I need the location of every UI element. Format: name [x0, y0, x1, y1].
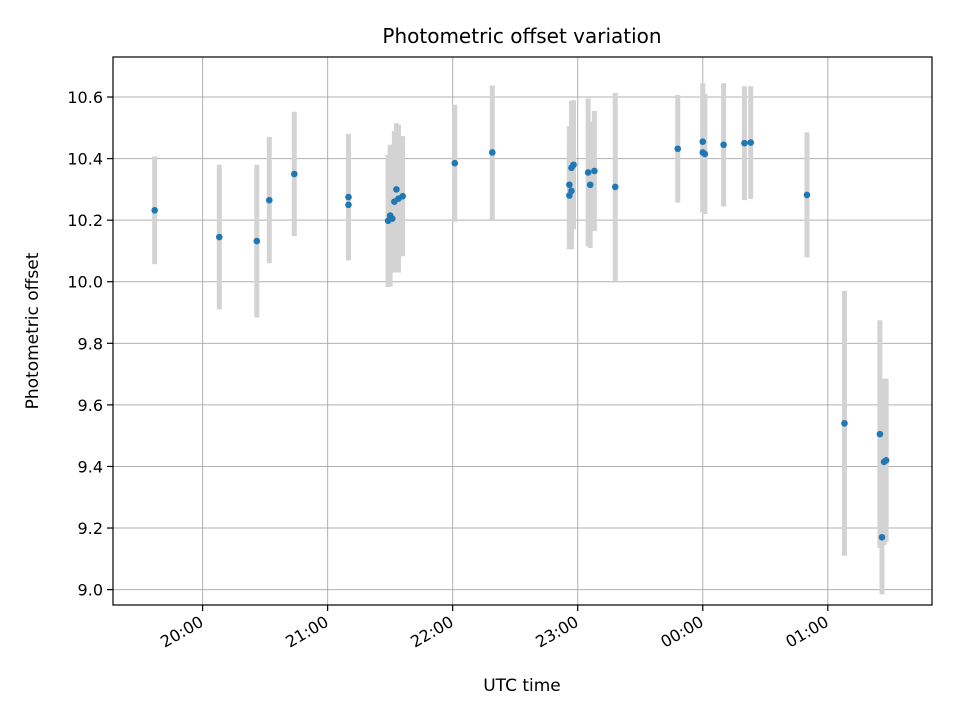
plot-frame — [112, 56, 933, 606]
x-tick-label: 00:00 — [657, 612, 706, 652]
data-point — [291, 170, 298, 178]
data-point — [388, 215, 396, 222]
data-point — [803, 191, 811, 199]
data-point — [747, 139, 754, 146]
y-axis-ticks: 9.0 9.2 9.4 9.6 9.8 10.0 10.2 10.4 10.6 — [67, 88, 113, 600]
data-point — [345, 201, 352, 209]
data-point — [151, 207, 158, 214]
data-point — [451, 159, 459, 167]
data-point — [265, 196, 273, 204]
data-point — [586, 181, 594, 189]
data-point — [741, 139, 748, 147]
chart-title: Photometric offset variation — [382, 24, 661, 48]
grid — [113, 57, 932, 605]
x-tick-label: 22:00 — [407, 612, 456, 652]
data-point — [488, 149, 496, 156]
data-point — [878, 533, 886, 541]
data-point — [674, 145, 682, 153]
data-point — [699, 138, 707, 145]
data-point — [720, 141, 727, 149]
y-tick-label: 10.0 — [67, 273, 103, 292]
data-point — [841, 420, 848, 427]
data-point — [611, 183, 619, 191]
data-point — [584, 169, 592, 176]
y-tick-label: 9.2 — [78, 519, 103, 538]
y-tick-label: 9.0 — [78, 581, 103, 600]
error-bars — [152, 83, 889, 595]
y-axis-label: Photometric offset — [23, 252, 43, 409]
data-point — [345, 193, 352, 201]
x-axis-ticks: 20:00 21:00 22:00 23:00 00:00 01:00 — [157, 605, 832, 652]
x-tick-label: 21:00 — [282, 612, 331, 652]
y-tick-label: 9.6 — [78, 396, 103, 415]
data-point — [876, 430, 884, 438]
data-point — [253, 237, 261, 245]
data-point — [882, 457, 890, 464]
data-point — [215, 233, 223, 241]
y-tick-label: 10.4 — [67, 150, 103, 169]
x-tick-label: 20:00 — [157, 612, 206, 652]
x-tick-label: 23:00 — [532, 612, 581, 652]
data-point — [568, 187, 575, 195]
y-tick-label: 10.2 — [67, 211, 103, 230]
data-point — [591, 167, 598, 175]
x-tick-label: 01:00 — [782, 612, 831, 652]
x-axis-label: UTC time — [483, 676, 561, 696]
y-tick-label: 9.8 — [78, 334, 103, 353]
data-point — [393, 186, 400, 193]
y-tick-label: 9.4 — [78, 457, 103, 476]
data-point — [566, 181, 573, 189]
data-points — [151, 138, 890, 541]
data-point — [399, 192, 406, 200]
data-point — [570, 161, 577, 169]
y-tick-label: 10.6 — [67, 88, 103, 107]
data-point — [701, 150, 709, 158]
